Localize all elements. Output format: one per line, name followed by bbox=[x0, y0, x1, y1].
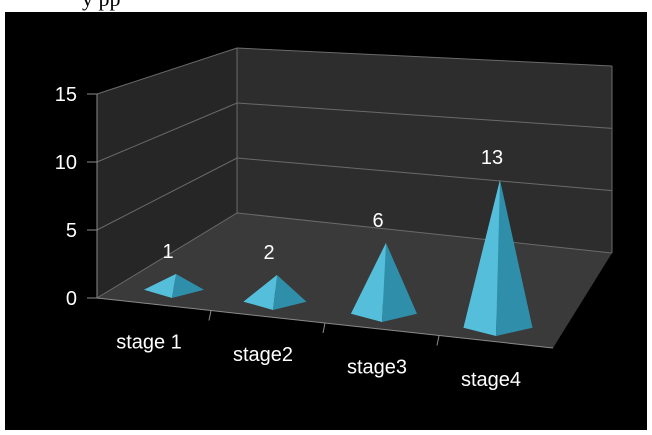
data-label: 6 bbox=[372, 210, 383, 232]
chart-side-wall bbox=[97, 48, 237, 298]
chart-back-wall bbox=[237, 48, 612, 253]
data-label: 2 bbox=[263, 242, 274, 264]
y-tick-label: 15 bbox=[55, 84, 77, 106]
pyramid-bars bbox=[144, 180, 533, 336]
y-tick-label: 10 bbox=[55, 152, 77, 174]
x-tick-label: stage2 bbox=[233, 344, 293, 366]
pyramid-bar bbox=[463, 180, 533, 336]
x-tick-mark bbox=[208, 310, 212, 321]
pyramid-front-face bbox=[463, 180, 500, 336]
x-tick-mark bbox=[436, 335, 440, 346]
data-labels: 1 2 6 13 bbox=[162, 147, 503, 264]
pyramid-side-face bbox=[382, 243, 417, 322]
pyramid-side-face bbox=[273, 275, 307, 310]
document-text-fragment: y pp bbox=[82, 0, 121, 12]
pyramid-side-face bbox=[496, 180, 533, 336]
data-label: 1 bbox=[162, 241, 173, 263]
pyramid-front-face bbox=[144, 274, 176, 298]
pyramid-bar bbox=[144, 274, 204, 298]
pyramid-front-face bbox=[243, 275, 277, 310]
x-tick-label: stage3 bbox=[347, 356, 407, 378]
y-tick-label: 0 bbox=[66, 288, 77, 310]
x-tick-mark bbox=[322, 322, 326, 334]
y-tick-label: 5 bbox=[66, 220, 77, 242]
pyramid-bar bbox=[243, 275, 307, 310]
y-axis-ticks: 0 5 10 15 bbox=[55, 84, 97, 310]
x-tick-label: stage4 bbox=[461, 369, 521, 391]
pyramid-side-face bbox=[172, 274, 204, 298]
pyramid-bar bbox=[351, 243, 417, 322]
pyramid-front-face bbox=[351, 243, 386, 322]
x-axis-ticks: stage 1 stage2 stage3 stage4 bbox=[116, 310, 521, 391]
data-label: 13 bbox=[481, 147, 503, 169]
document-text-strip: y pp bbox=[0, 0, 652, 12]
x-tick-label: stage 1 bbox=[116, 331, 182, 353]
